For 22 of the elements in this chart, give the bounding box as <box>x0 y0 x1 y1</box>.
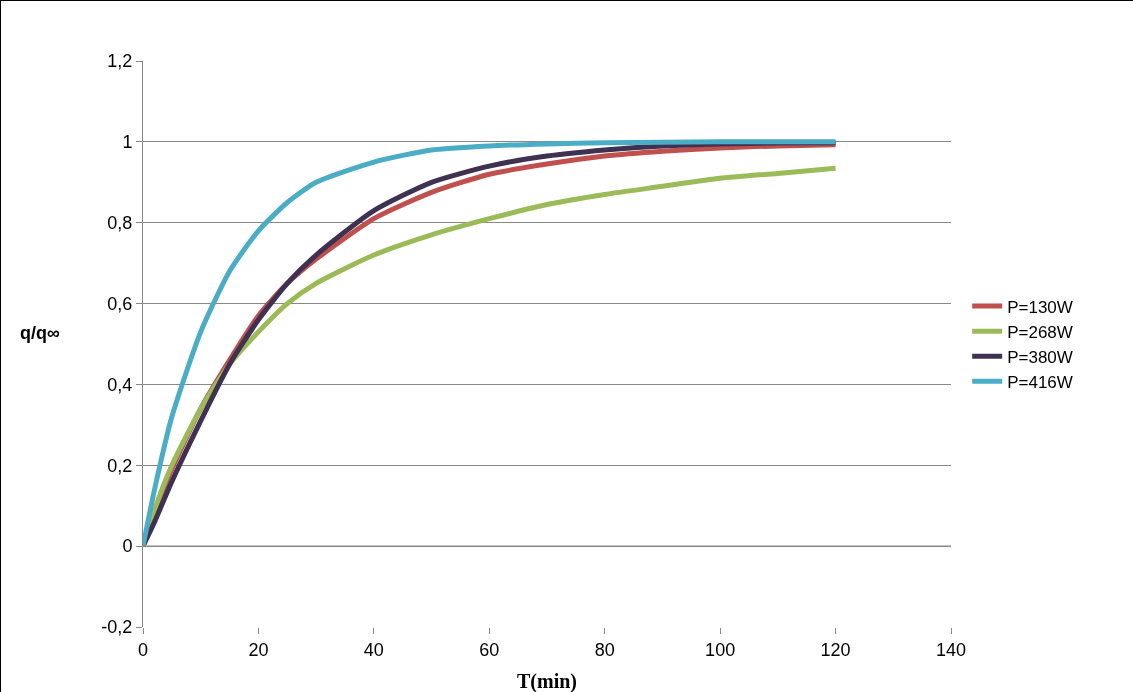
legend-label: P=130W <box>1007 297 1073 317</box>
x-tick-label: 40 <box>363 639 384 660</box>
y-tick-label: 0,4 <box>107 374 133 395</box>
y-tick-label: 0,6 <box>107 293 133 314</box>
x-tick-label: 140 <box>935 639 967 660</box>
legend-label: P=380W <box>1007 347 1073 367</box>
y-tick-label: 1 <box>122 132 133 153</box>
x-tick-label: 100 <box>705 639 736 660</box>
x-tick-label: 0 <box>137 639 149 660</box>
x-axis-title: T(min) <box>517 670 577 692</box>
x-tick-label: 120 <box>820 639 851 660</box>
y-tick-label: 0 <box>122 536 133 557</box>
y-tick-label: 1,2 <box>107 51 133 72</box>
y-tick-label: -0,2 <box>101 617 133 638</box>
y-tick-label: 0,8 <box>107 213 133 234</box>
x-tick-label: 80 <box>594 639 615 660</box>
legend-label: P=268W <box>1007 322 1073 342</box>
x-tick-label: 60 <box>479 639 500 660</box>
legend-label: P=416W <box>1007 372 1073 392</box>
y-axis-title: q/q∞ <box>20 323 60 343</box>
x-tick-label: 20 <box>248 639 269 660</box>
y-tick-label: 0,2 <box>107 455 133 476</box>
